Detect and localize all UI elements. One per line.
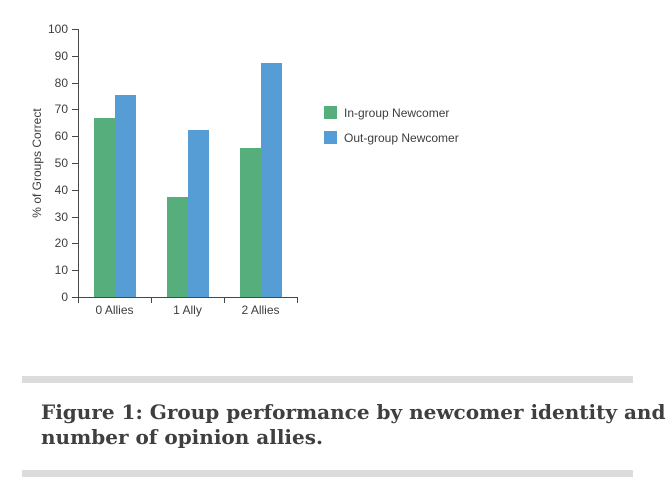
y-axis-tick bbox=[72, 29, 78, 30]
y-tick-label: 70 bbox=[54, 102, 68, 116]
bar-outgroup bbox=[188, 130, 209, 297]
x-tick-label: 2 Allies bbox=[241, 303, 280, 317]
y-axis-tick bbox=[72, 270, 78, 271]
legend-swatch-ingroup bbox=[324, 106, 337, 119]
y-tick-label: 90 bbox=[54, 49, 68, 63]
y-tick-label: 10 bbox=[54, 263, 68, 277]
bar-outgroup bbox=[115, 95, 136, 297]
y-tick-label: 50 bbox=[54, 156, 68, 170]
bar-outgroup bbox=[261, 63, 282, 297]
x-axis-tick bbox=[78, 297, 79, 303]
y-axis-tick bbox=[72, 243, 78, 244]
y-axis-tick bbox=[72, 56, 78, 57]
x-tick-label: 1 Ally bbox=[173, 303, 202, 317]
bar-ingroup bbox=[240, 148, 261, 297]
y-tick-label: 60 bbox=[54, 129, 68, 143]
caption-line-2: number of opinion allies. bbox=[41, 425, 323, 449]
y-tick-label: 80 bbox=[54, 76, 68, 90]
x-axis-line bbox=[78, 297, 298, 298]
x-tick-label: 0 Allies bbox=[95, 303, 134, 317]
x-axis-tick bbox=[224, 297, 225, 303]
chart-legend: In-group Newcomer Out-group Newcomer bbox=[324, 106, 459, 156]
y-tick-label: 20 bbox=[54, 236, 68, 250]
y-tick-label: 30 bbox=[54, 210, 68, 224]
bar-ingroup bbox=[167, 197, 188, 297]
y-tick-label: 0 bbox=[61, 290, 68, 304]
figure-caption: Figure 1: Group performance by newcomer … bbox=[41, 400, 665, 450]
legend-item-outgroup: Out-group Newcomer bbox=[324, 130, 459, 145]
y-axis-tick bbox=[72, 136, 78, 137]
y-tick-label: 40 bbox=[54, 183, 68, 197]
legend-label-outgroup: Out-group Newcomer bbox=[344, 130, 459, 145]
x-axis-tick bbox=[151, 297, 152, 303]
y-axis-line bbox=[78, 29, 79, 298]
y-axis-tick bbox=[72, 83, 78, 84]
y-axis-tick bbox=[72, 109, 78, 110]
y-axis-tick bbox=[72, 190, 78, 191]
caption-line-1: Figure 1: Group performance by newcomer … bbox=[41, 400, 666, 424]
y-axis-tick bbox=[72, 217, 78, 218]
bar-ingroup bbox=[94, 118, 115, 297]
legend-label-ingroup: In-group Newcomer bbox=[344, 105, 450, 120]
legend-item-ingroup: In-group Newcomer bbox=[324, 105, 459, 120]
divider-bottom bbox=[22, 470, 633, 477]
y-axis-tick bbox=[72, 297, 78, 298]
divider-top bbox=[22, 376, 633, 383]
y-axis-tick bbox=[72, 163, 78, 164]
legend-swatch-outgroup bbox=[324, 131, 337, 144]
y-tick-label: 100 bbox=[47, 22, 68, 36]
x-axis-tick bbox=[297, 297, 298, 303]
